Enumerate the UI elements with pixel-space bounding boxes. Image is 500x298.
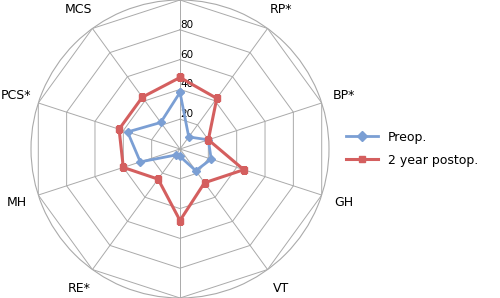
- Legend: Preop., 2 year postop.: Preop., 2 year postop.: [346, 131, 478, 167]
